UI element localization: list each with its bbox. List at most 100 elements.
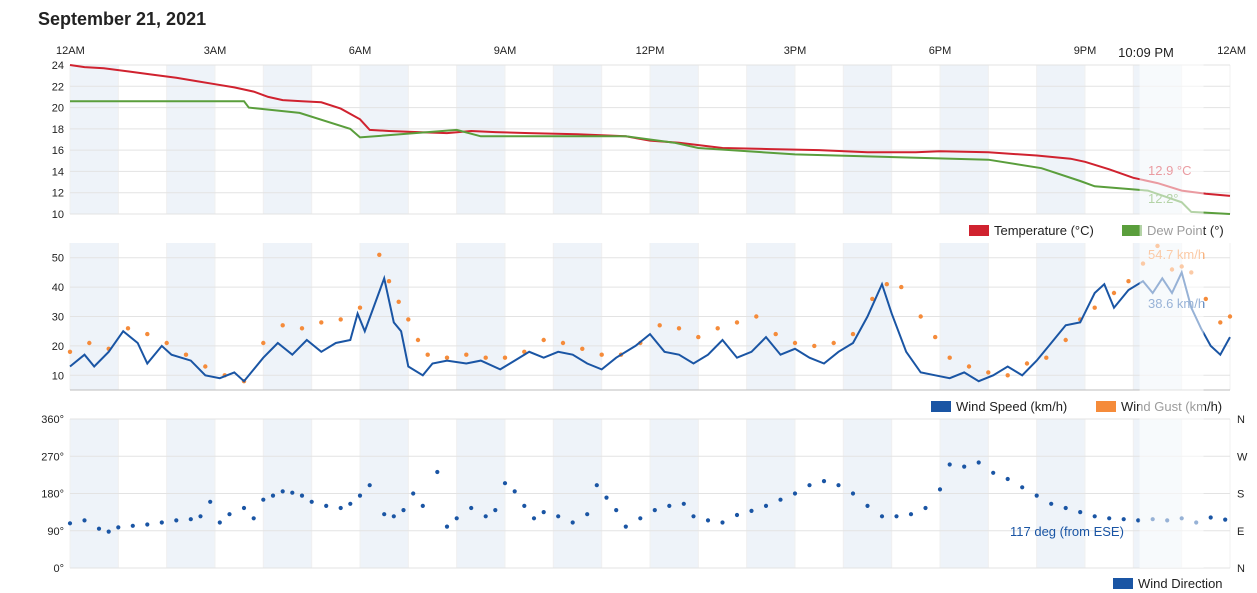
wind-direction-point — [541, 509, 546, 515]
wind-direction-point — [850, 491, 856, 496]
x-tick-label: 12AM — [56, 45, 85, 57]
wind-gust-point — [1203, 296, 1209, 302]
wind-gust-point — [183, 352, 189, 357]
wind-gust-point — [1218, 320, 1223, 325]
wind-gust-point — [580, 346, 585, 351]
wind-direction-point — [444, 524, 450, 529]
wind-gust-point — [1126, 279, 1131, 284]
wind-gust-point — [415, 337, 421, 343]
wind-direction-point — [879, 514, 885, 519]
y-tick-label: 0° — [53, 563, 64, 575]
y-tick-label: 270° — [41, 451, 64, 463]
wind-direction-point — [391, 514, 396, 519]
wind-direction-point — [531, 516, 537, 521]
wind-gust-point — [715, 326, 720, 331]
compass-tick-label: N — [1237, 414, 1245, 426]
wind-direction-point — [261, 497, 266, 502]
wind-gust-point — [87, 340, 92, 346]
x-tick-label: 9PM — [1074, 45, 1097, 57]
wind-direction-point — [594, 483, 599, 488]
wind-direction-point — [763, 503, 769, 508]
wind-gust-point — [1005, 373, 1010, 378]
wind-direction-point — [198, 514, 203, 519]
wind-gust-point — [986, 370, 991, 375]
y-tick-label: 180° — [41, 489, 64, 501]
wind-direction-point — [894, 514, 899, 519]
wind-direction-point — [1049, 501, 1054, 506]
compass-tick-label: N — [1237, 563, 1245, 575]
wind-direction-point — [585, 512, 590, 517]
y-tick-label: 10 — [52, 370, 64, 382]
wind-direction-point — [778, 497, 783, 502]
shade-band — [940, 65, 989, 214]
wind-gust-point — [502, 355, 508, 360]
wind-direction-point — [720, 520, 725, 525]
y-tick-label: 30 — [52, 312, 64, 324]
wind-direction-point — [1034, 493, 1039, 498]
wind-direction-point — [483, 514, 488, 519]
wind-direction-point — [188, 517, 193, 522]
wind-direction-point — [338, 505, 343, 511]
wind-direction-point — [469, 505, 474, 511]
wind-gust-point — [406, 317, 411, 322]
wind-direction-point — [991, 470, 996, 475]
wind-gust-point — [299, 326, 305, 331]
wind-gust-point — [483, 355, 488, 360]
wind-gust-point — [966, 364, 972, 369]
wind-direction-point — [382, 512, 387, 517]
series-line — [70, 100, 1231, 215]
x-tick-label: 12PM — [636, 45, 665, 57]
wind-direction-point — [324, 503, 329, 508]
wind-direction-point — [367, 483, 372, 488]
wind-speed-line — [69, 269, 1231, 383]
wind-gust-point — [444, 355, 450, 360]
wind-direction-point — [159, 520, 164, 525]
legend-label: Wind Direction — [1138, 576, 1223, 591]
wind-direction-point — [937, 487, 943, 492]
wind-direction-point — [493, 508, 498, 513]
wind-direction-point — [705, 518, 711, 523]
wind-direction-point — [638, 516, 643, 521]
wind-gust-point — [850, 331, 856, 337]
series-line — [69, 64, 1231, 197]
wind-gust-point — [734, 320, 740, 325]
wind-direction-point — [348, 501, 353, 506]
y-tick-label: 22 — [52, 81, 64, 93]
shade-band — [553, 65, 602, 214]
x-axis-ticks: 12AM 3AM 6AM 9AM 12PM 3PM 6PM 9PM 12AM — [56, 45, 1246, 57]
wind-gust-point — [396, 299, 401, 304]
legend-swatch — [931, 401, 951, 412]
wind-direction-point — [251, 516, 256, 521]
compass-tick-label: W — [1237, 451, 1248, 463]
page-title: September 21, 2021 — [38, 9, 207, 29]
wind-direction-point — [130, 523, 135, 528]
wind-direction-point — [82, 518, 87, 523]
wind-direction-point — [836, 483, 841, 488]
wind-direction-point — [681, 501, 686, 506]
wind-direction-point — [512, 489, 517, 494]
wind-direction-point — [174, 518, 179, 523]
wind-direction-point — [1063, 505, 1068, 511]
wind-direction-point — [734, 512, 740, 518]
wind-direction-point — [614, 508, 619, 513]
wind-gust-point — [696, 334, 701, 340]
wind-direction-point — [357, 493, 363, 498]
wind-gust-point — [884, 282, 889, 287]
x-tick-label: 9AM — [494, 45, 517, 57]
current-time-marker: 10:09 PM — [1113, 41, 1204, 568]
wind-direction-point — [865, 503, 870, 508]
wind-direction-point — [1005, 476, 1010, 482]
wind-direction-point — [976, 460, 981, 465]
wind-direction-point — [145, 522, 150, 527]
wind-gust-point — [1092, 305, 1097, 310]
wind-direction-point — [420, 503, 425, 508]
current-time-label: 10:09 PM — [1118, 45, 1174, 60]
wind-direction-point — [411, 491, 416, 496]
wind-gust-point — [386, 279, 392, 284]
wind-direction-point — [454, 516, 459, 521]
wind-gust-point — [338, 317, 343, 322]
wind-direction-point — [623, 524, 628, 529]
wind-gust-point — [773, 331, 778, 337]
wind-direction-point — [227, 512, 232, 517]
